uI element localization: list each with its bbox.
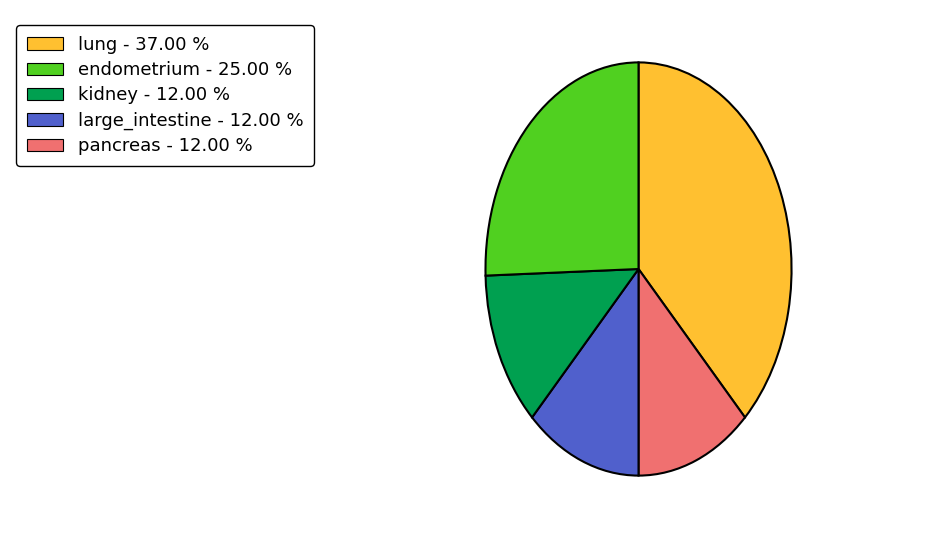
- Wedge shape: [639, 269, 745, 476]
- Wedge shape: [639, 62, 792, 417]
- Wedge shape: [532, 269, 639, 476]
- Wedge shape: [485, 62, 639, 275]
- Legend: lung - 37.00 %, endometrium - 25.00 %, kidney - 12.00 %, large_intestine - 12.00: lung - 37.00 %, endometrium - 25.00 %, k…: [16, 25, 314, 166]
- Wedge shape: [485, 269, 639, 417]
